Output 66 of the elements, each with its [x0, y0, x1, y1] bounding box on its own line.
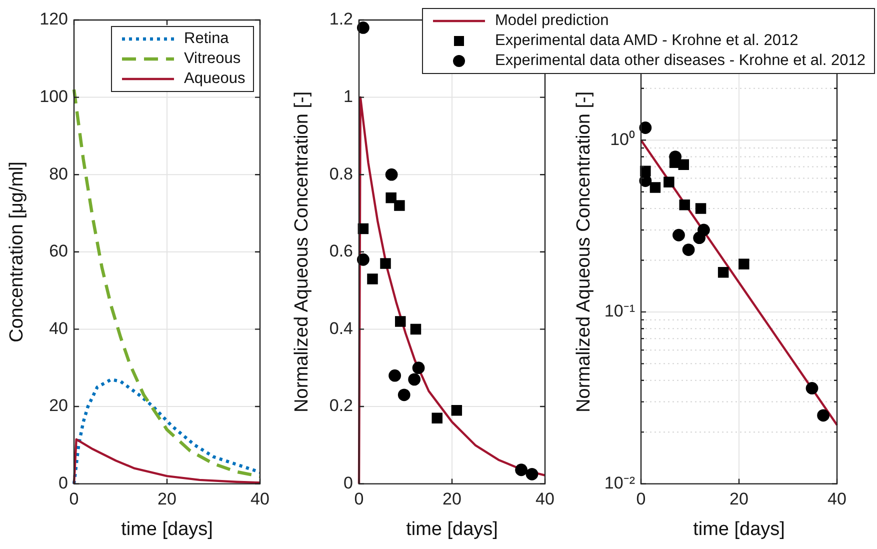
y-tick-label: 0 — [58, 473, 68, 492]
legend-label: Vitreous — [184, 50, 241, 68]
y-tick-label: 20 — [49, 396, 68, 416]
point — [356, 253, 370, 266]
point — [806, 382, 818, 394]
y-tick-label: 1 — [344, 86, 353, 106]
point — [412, 362, 425, 374]
point — [451, 404, 462, 416]
point — [678, 159, 690, 170]
y-tick-label: 0.4 — [329, 318, 353, 338]
point — [682, 244, 695, 256]
point — [394, 200, 405, 211]
x-tick-label: 20 — [158, 490, 176, 509]
x-tick-label: 40 — [828, 490, 846, 509]
point — [672, 228, 685, 242]
point — [679, 199, 690, 210]
point — [385, 168, 398, 181]
point — [410, 324, 422, 335]
point — [395, 316, 406, 327]
y-tick-label: 10⁻¹ — [604, 302, 636, 321]
point — [698, 224, 710, 236]
y-tick-label: 1.2 — [329, 10, 353, 29]
point — [408, 373, 421, 386]
y-tick-label: 40 — [49, 318, 68, 338]
point — [388, 369, 402, 382]
y-tick-label: 10⁰ — [610, 130, 635, 149]
point — [380, 258, 391, 269]
y-tick-label: 0.6 — [329, 242, 353, 261]
point — [650, 182, 661, 193]
y-tick-label: 120 — [40, 10, 68, 29]
y-axis-title: Concentration [μg/ml] — [6, 161, 28, 342]
x-tick-label: 20 — [730, 490, 748, 509]
y-tick-label: 10⁻² — [604, 473, 636, 492]
point — [695, 203, 706, 214]
line-series — [72, 88, 262, 478]
point — [738, 258, 750, 270]
y-axis-title: Normalized Aqueous Concentration [-] — [574, 91, 595, 412]
point — [356, 22, 370, 34]
x-tick-label: 40 — [250, 490, 270, 509]
x-tick-label: 20 — [442, 490, 462, 509]
y-tick-label: 100 — [40, 86, 68, 106]
legend-label: Experimental data AMD - Krohne et al. 2012 — [495, 32, 798, 50]
x-axis-title: time [days] — [693, 518, 785, 540]
point — [639, 122, 652, 134]
x-axis-title: time [days] — [406, 518, 498, 540]
y-axis-title: Normalized Aqueous Concentration [-] — [292, 91, 313, 412]
point — [664, 176, 674, 188]
point — [432, 412, 442, 424]
x-axis-title: time [days] — [121, 518, 213, 540]
y-tick-label: 80 — [49, 164, 68, 184]
point — [386, 192, 396, 204]
point — [817, 409, 830, 422]
x-tick-label: 40 — [536, 490, 554, 509]
point — [367, 274, 378, 284]
y-tick-label: 0 — [344, 473, 353, 492]
y-tick-label: 60 — [49, 242, 68, 261]
legend-label: Model prediction — [495, 12, 609, 30]
legend-label: Experimental data other diseases - Krohne et al. 2012 — [495, 52, 866, 70]
point — [398, 388, 410, 402]
legend-label: Aqueous — [184, 70, 246, 88]
point — [526, 468, 538, 480]
y-tick-label: 0.8 — [329, 164, 353, 184]
legend-label: Retina — [184, 30, 229, 48]
point — [515, 464, 528, 476]
y-tick-label: 0.2 — [329, 396, 353, 416]
point — [718, 266, 729, 278]
